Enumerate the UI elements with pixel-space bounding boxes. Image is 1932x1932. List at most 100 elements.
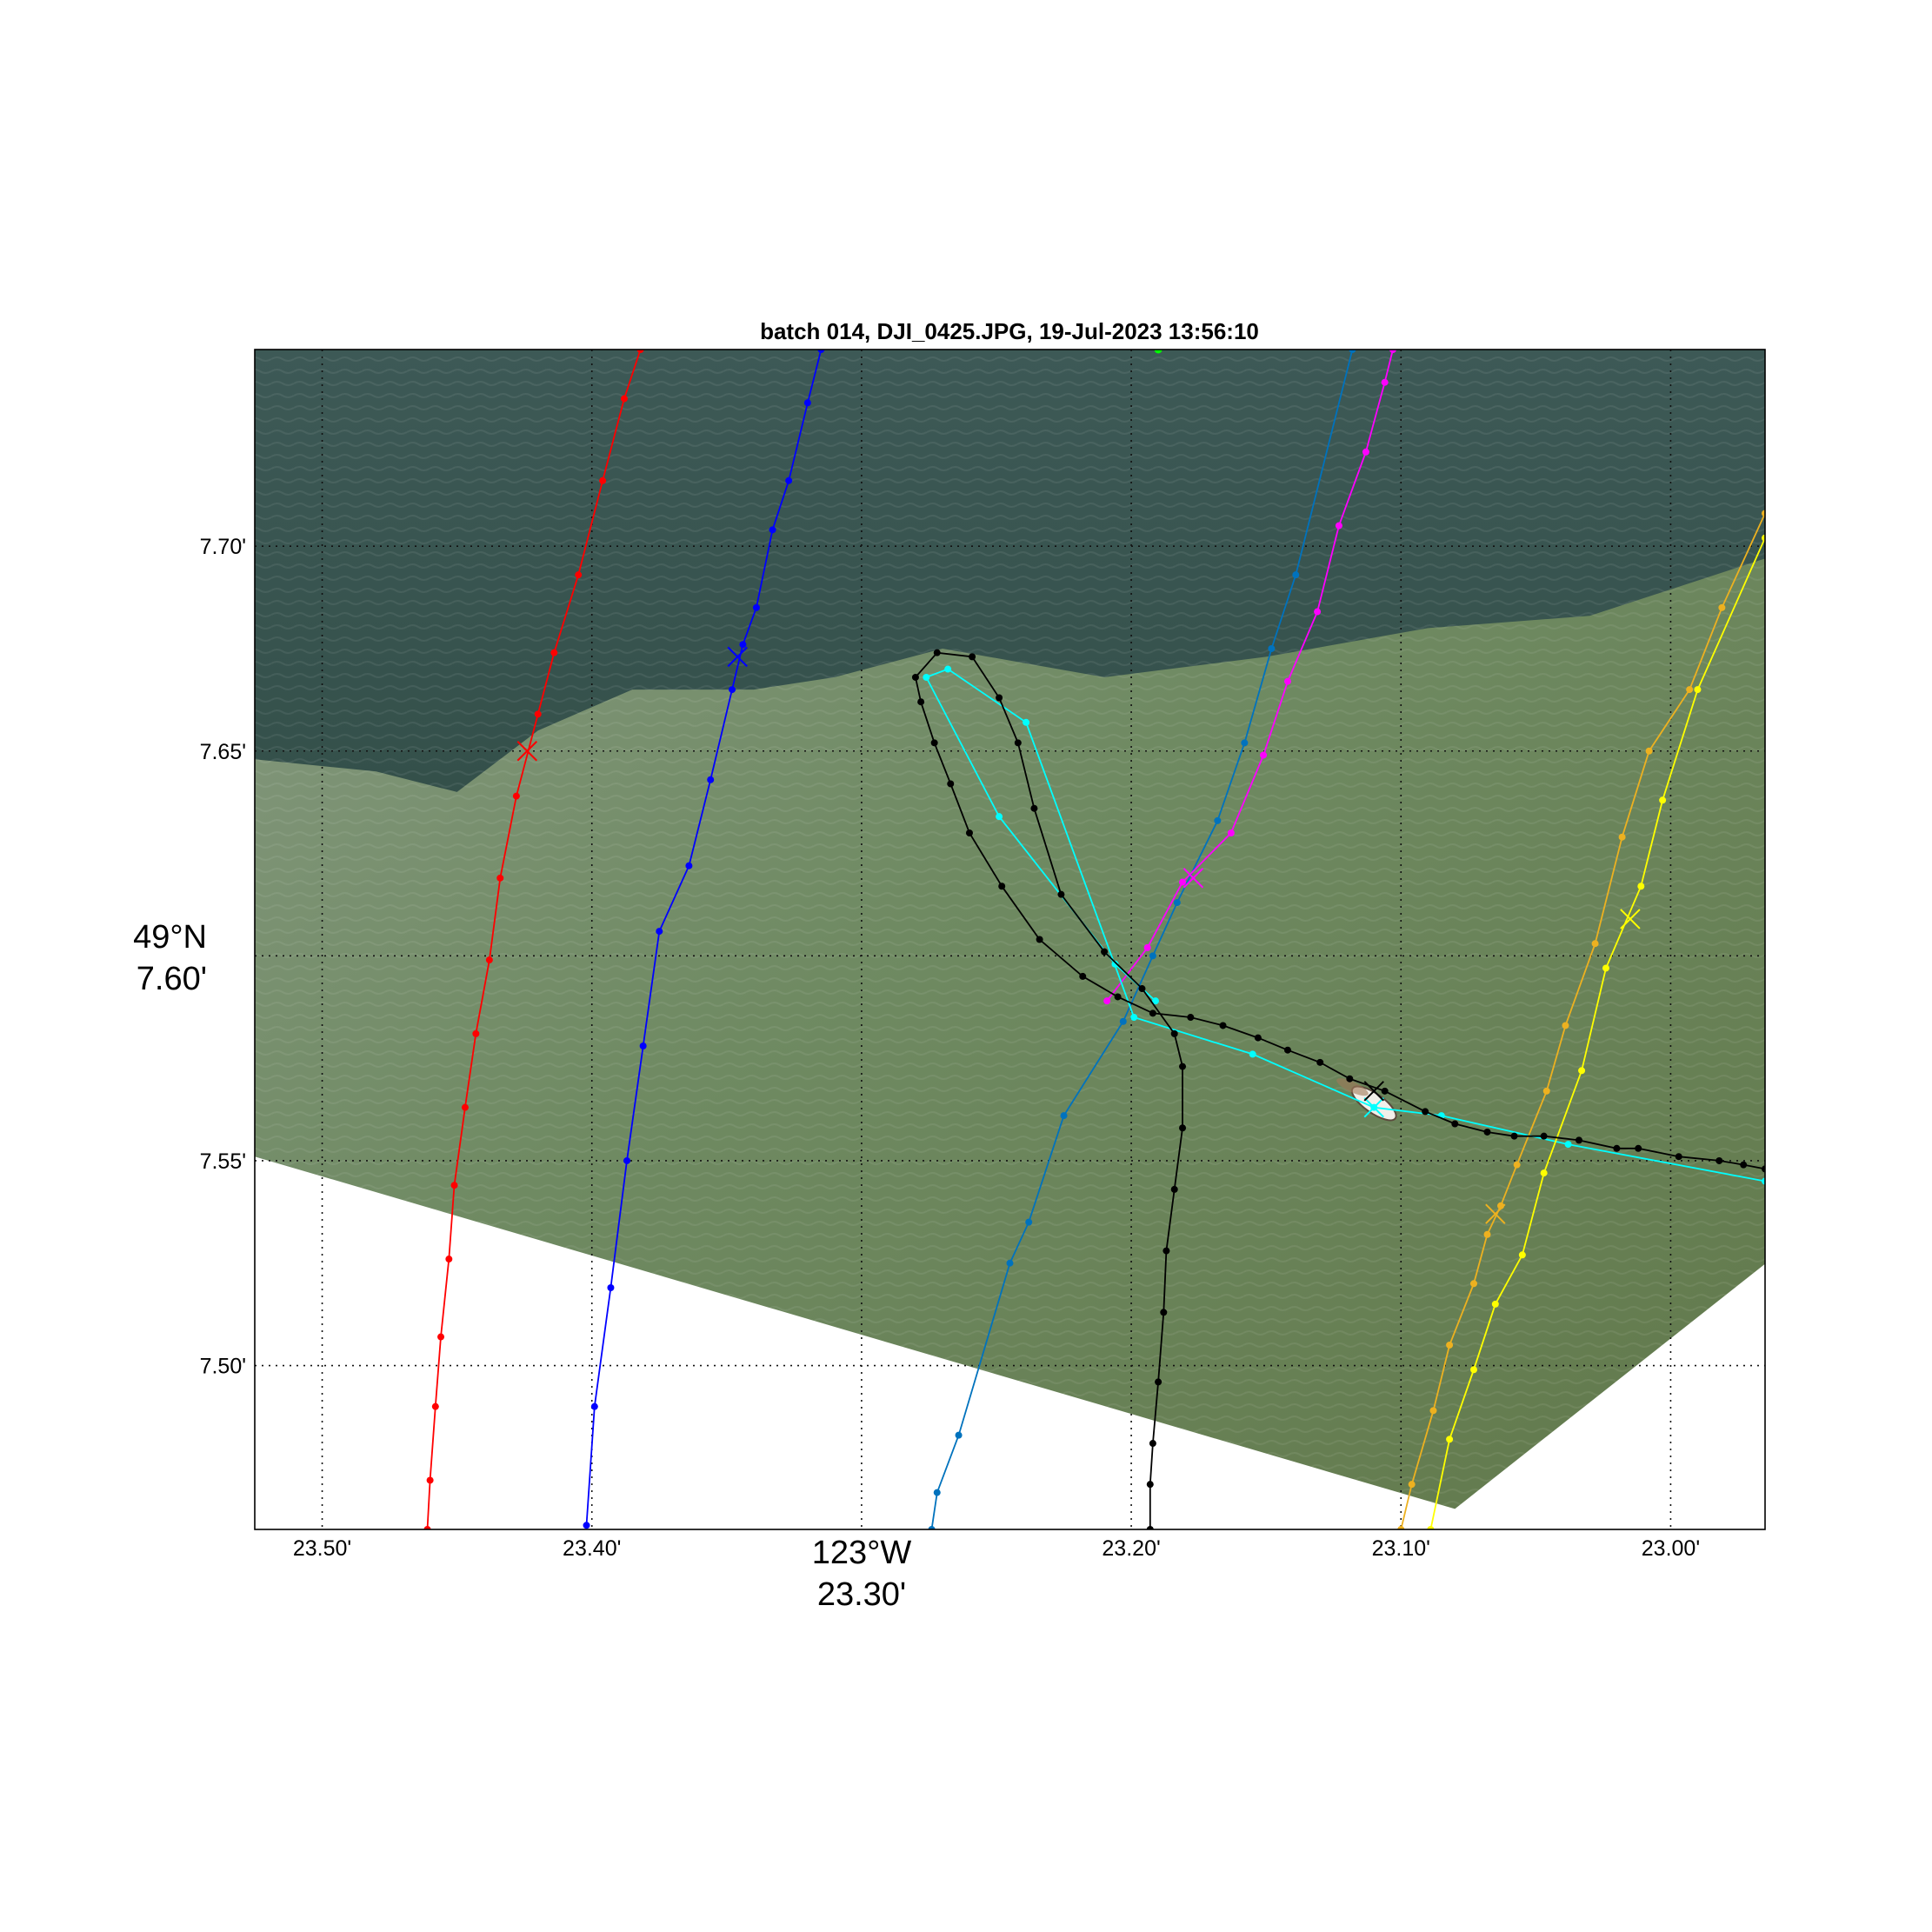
track-point: [1346, 1075, 1354, 1083]
track-point: [817, 350, 825, 353]
track-point: [1160, 1309, 1168, 1316]
track-point: [450, 1182, 458, 1189]
track-point: [1260, 751, 1268, 759]
y-tick-label: 7.50': [200, 1355, 246, 1379]
track-point: [1762, 510, 1765, 517]
drift-tracks: [423, 350, 1765, 1529]
track-point: [550, 649, 558, 656]
x-tick-label: 23.50': [293, 1536, 351, 1561]
track-point: [599, 476, 607, 484]
track-point: [1163, 1247, 1170, 1255]
track-point: [955, 1431, 963, 1439]
x-tick-label: 23.20': [1102, 1536, 1160, 1561]
track-point: [707, 776, 715, 783]
track-point: [752, 603, 760, 611]
track-point: [739, 641, 747, 649]
track-point: [1408, 1481, 1416, 1489]
track-point: [1740, 1161, 1748, 1169]
track-point: [1138, 985, 1146, 993]
track-point: [1170, 1029, 1178, 1037]
track-point: [917, 698, 925, 706]
track-cross-marker: [1183, 868, 1204, 889]
track-point: [1659, 796, 1667, 804]
track-point: [1173, 899, 1181, 907]
track-line: [930, 350, 1354, 1529]
track-point: [1686, 686, 1694, 694]
y-tick-label: 7.70': [200, 535, 246, 559]
track-point: [1151, 997, 1159, 1005]
y-tick-label: 7.55': [200, 1149, 246, 1174]
track-point: [583, 1522, 590, 1529]
track-point: [1014, 739, 1022, 747]
track-cross-marker: [1363, 1081, 1384, 1102]
track-point: [1578, 1067, 1586, 1075]
track-point: [496, 874, 504, 882]
track-point: [1025, 1218, 1033, 1226]
track-point: [1483, 1128, 1491, 1136]
x-degree-label: 123°W: [812, 1535, 912, 1571]
track-point: [1762, 534, 1765, 542]
track-point: [785, 476, 793, 484]
track-point: [1575, 1136, 1582, 1144]
track-point: [1227, 829, 1235, 836]
track-point: [423, 1526, 431, 1529]
track-point: [639, 1043, 647, 1050]
track-point: [1542, 1087, 1550, 1095]
track-point: [485, 956, 493, 964]
y-tick-label: 7.65': [200, 740, 246, 764]
track-point: [1149, 952, 1156, 960]
track-point: [998, 883, 1006, 890]
track-point: [1241, 739, 1249, 747]
track-point: [1114, 993, 1122, 1001]
plot-title: batch 014, DJI_0425.JPG, 19-Jul-2023 13:…: [760, 318, 1259, 344]
track-point: [996, 694, 1003, 702]
track-point: [1762, 1177, 1765, 1185]
track-point: [1446, 1436, 1454, 1443]
track-point: [1179, 1063, 1187, 1070]
track-point: [1422, 1108, 1429, 1116]
wave-texture: [255, 350, 1765, 1509]
x-minute-label: 23.30': [817, 1576, 906, 1613]
x-tick-label: 23.00': [1642, 1536, 1700, 1561]
y-tick-labels: 7.70' 7.65' 7.55' 7.50': [200, 535, 246, 1378]
track-point: [1718, 603, 1726, 611]
track-point: [1645, 747, 1653, 755]
track-point: [930, 739, 938, 747]
track-point: [1187, 1014, 1195, 1022]
track-point: [1637, 883, 1645, 890]
track-point: [1675, 1153, 1682, 1161]
track-point: [1470, 1280, 1478, 1288]
track-point: [1349, 350, 1356, 353]
track-point: [1155, 1378, 1163, 1386]
track-cross-marker: [1363, 1096, 1384, 1118]
track-point: [1119, 1017, 1127, 1025]
track-point: [1513, 1161, 1521, 1169]
track-cross-marker: [1485, 1203, 1506, 1224]
track-line: [1400, 513, 1765, 1529]
track-point: [1491, 1300, 1499, 1308]
track-point: [461, 1103, 469, 1111]
track-point: [445, 1256, 453, 1263]
track-point: [1446, 1341, 1454, 1349]
track-point: [1562, 1022, 1569, 1029]
track-point: [1397, 1526, 1405, 1529]
track-point: [623, 1156, 631, 1164]
track-point: [437, 1333, 445, 1341]
x-tick-label: 23.40': [563, 1536, 621, 1561]
track-point: [1179, 1124, 1187, 1132]
track-point: [1715, 1156, 1723, 1164]
track-point: [1510, 1132, 1518, 1140]
track-point: [1060, 1112, 1068, 1120]
track-cross-marker: [727, 646, 748, 668]
x-tick-label: 23.10': [1372, 1536, 1430, 1561]
track-point: [1146, 1481, 1154, 1489]
track-point: [431, 1402, 439, 1410]
track-point: [933, 649, 941, 656]
track-point: [1362, 448, 1369, 456]
track-cross-marker: [1620, 909, 1641, 929]
track-cross-marker: [516, 741, 537, 762]
track-point: [1381, 1087, 1389, 1095]
track-point: [769, 526, 776, 534]
track-point: [1762, 1165, 1765, 1173]
track-point: [1540, 1132, 1548, 1140]
